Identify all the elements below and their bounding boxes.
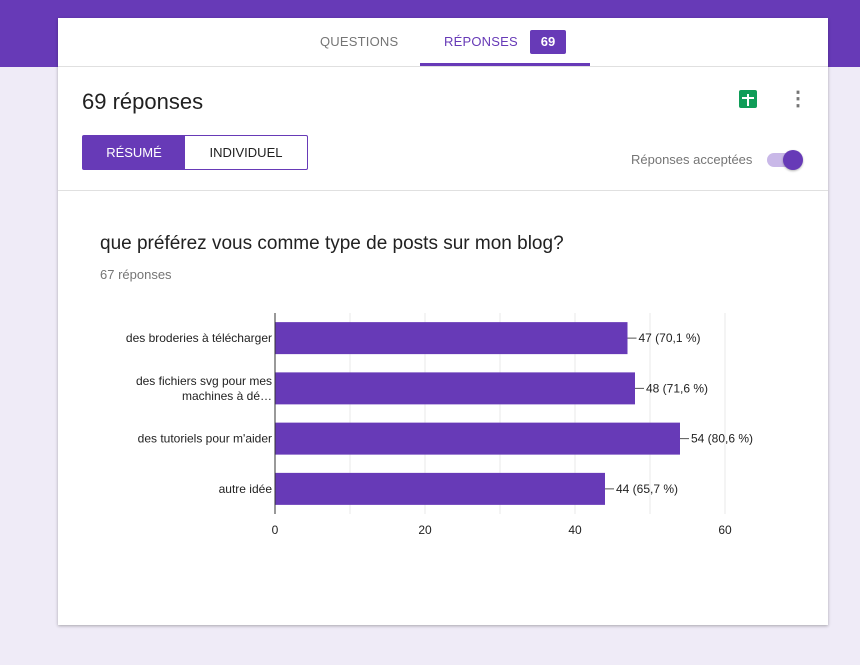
question-title: que préférez vous comme type de posts su…	[100, 233, 564, 254]
more-vert-icon[interactable]: ⋮	[788, 88, 808, 110]
toggle-knob[interactable]	[783, 150, 803, 170]
accepting-responses-toggle[interactable]	[767, 150, 803, 170]
tab-questions[interactable]: QUESTIONS	[320, 34, 399, 49]
page-title: 69 réponses	[82, 89, 204, 114]
view-toggle: RÉSUMÉ INDIVIDUEL	[82, 135, 308, 170]
summary-view-button[interactable]: RÉSUMÉ	[83, 136, 185, 169]
question-response-count: 67 réponses	[100, 267, 172, 282]
tab-responses[interactable]: RÉPONSES	[444, 34, 518, 49]
accepting-responses-label: Réponses acceptées	[631, 152, 753, 167]
individual-view-button[interactable]: INDIVIDUEL	[209, 145, 283, 160]
active-tab-indicator	[420, 63, 590, 66]
responses-count-badge: 69	[530, 30, 566, 54]
google-sheets-icon[interactable]	[739, 90, 757, 108]
responses-card: QUESTIONS RÉPONSES 69 69 réponses ⋮ RÉSU…	[58, 18, 828, 625]
divider	[58, 190, 828, 191]
tab-bar: QUESTIONS RÉPONSES 69	[58, 18, 828, 67]
